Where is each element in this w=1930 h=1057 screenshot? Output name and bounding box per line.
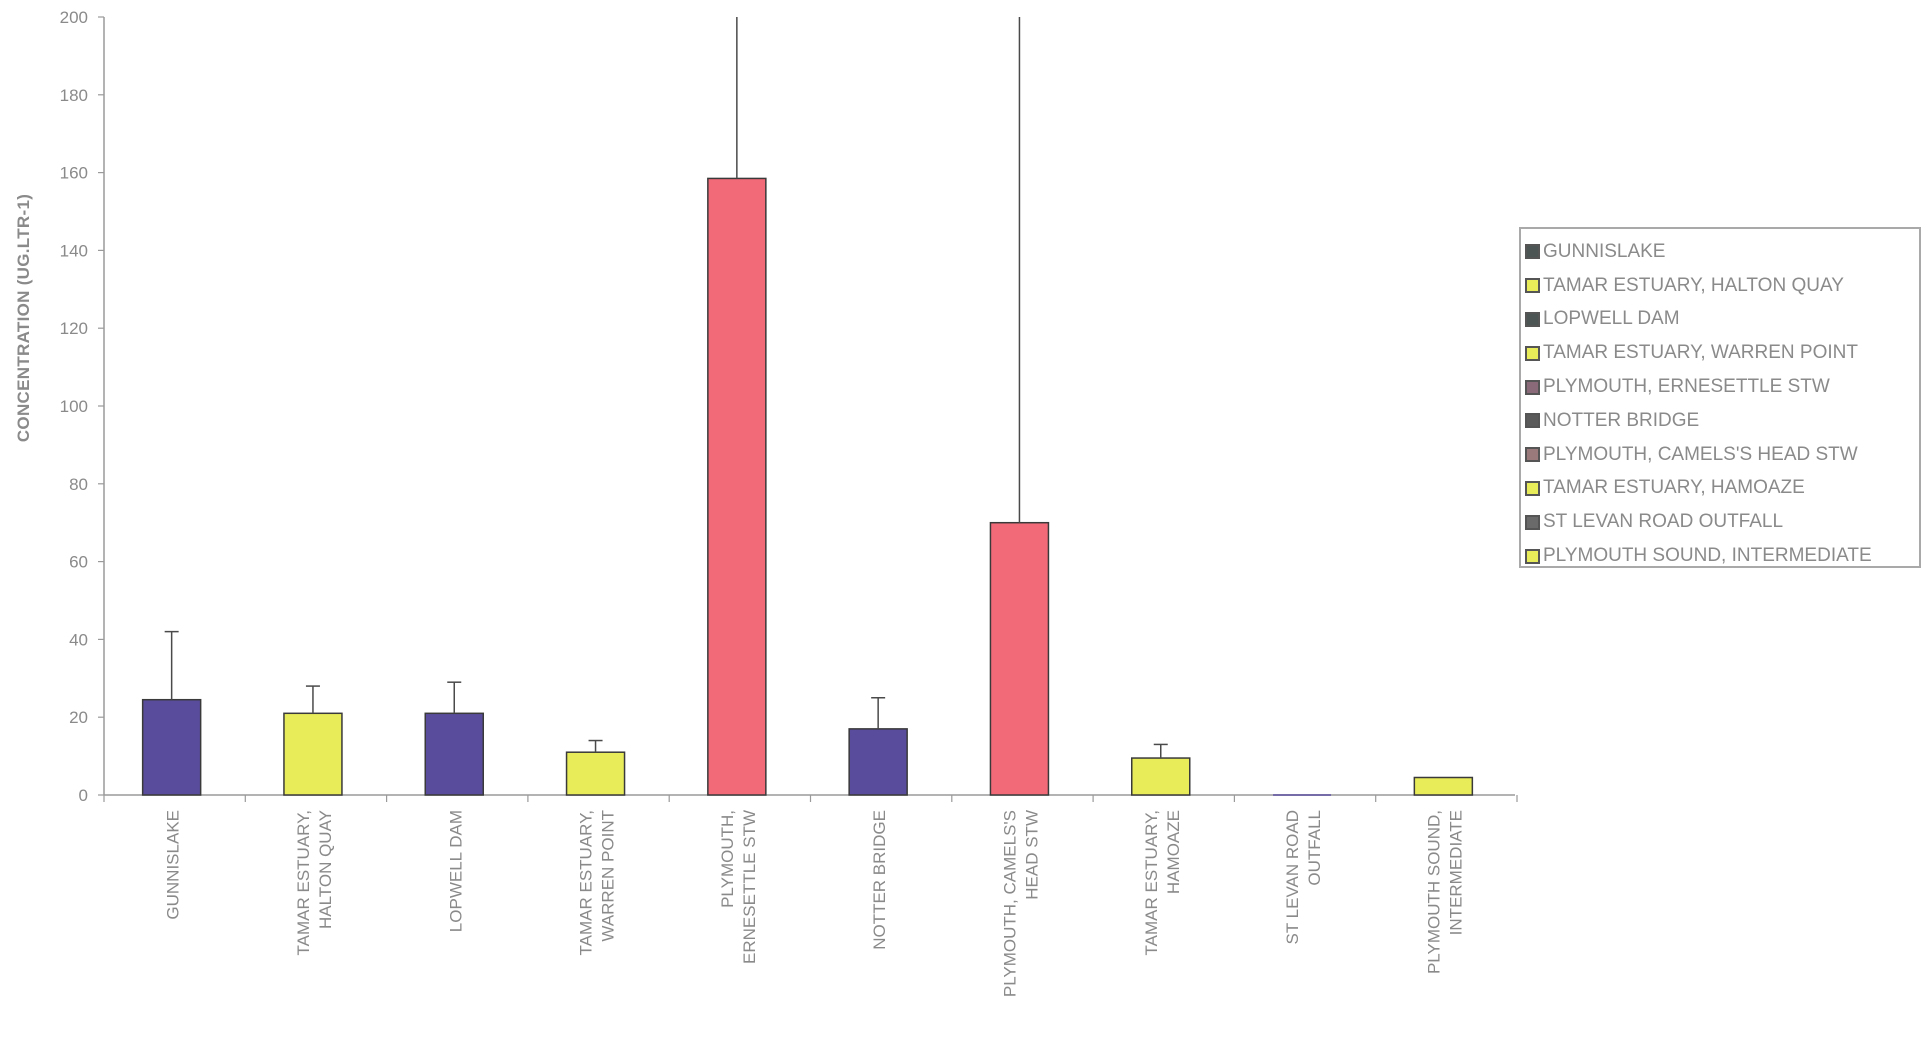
- x-tick-label: GUNNISLAKE: [164, 810, 183, 920]
- y-tick-label: 180: [60, 86, 88, 105]
- bar: [707, 177, 767, 796]
- legend-item: TAMAR ESTUARY, HAMOAZE: [1521, 472, 1919, 506]
- x-tick-label: PLYMOUTH SOUND,: [1424, 810, 1443, 974]
- legend-label: TAMAR ESTUARY, WARREN POINT: [1543, 342, 1858, 364]
- x-tick-label: ST LEVAN ROAD: [1283, 810, 1302, 944]
- legend-label: PLYMOUTH, ERNESETTLE STW: [1543, 376, 1830, 398]
- x-tick-label: TAMAR ESTUARY,: [294, 810, 313, 955]
- bar: [848, 728, 908, 796]
- y-tick-label: 140: [60, 241, 88, 260]
- x-tick-label: INTERMEDIATE: [1446, 810, 1465, 935]
- legend-swatch: [1525, 379, 1540, 395]
- legend-item: PLYMOUTH SOUND, INTERMEDIATE: [1521, 539, 1919, 573]
- x-tick-label: PLYMOUTH, CAMELS'S: [1000, 810, 1019, 997]
- x-tick-label: HALTON QUAY: [316, 810, 335, 929]
- legend-label: GUNNISLAKE: [1543, 240, 1666, 262]
- x-tick-label: TAMAR ESTUARY,: [1142, 810, 1161, 955]
- legend-item: LOPWELL DAM: [1521, 303, 1919, 337]
- x-tick-label: HAMOAZE: [1164, 810, 1183, 894]
- legend-item: TAMAR ESTUARY, WARREN POINT: [1521, 336, 1919, 370]
- legend-swatch: [1525, 244, 1540, 260]
- chart-legend: GUNNISLAKE TAMAR ESTUARY, HALTON QUAY LOPW…: [1519, 227, 1921, 568]
- y-tick-label: 80: [69, 475, 88, 494]
- legend-swatch: [1525, 345, 1540, 361]
- legend-label: TAMAR ESTUARY, HALTON QUAY: [1543, 274, 1844, 296]
- legend-label: PLYMOUTH SOUND, INTERMEDIATE: [1543, 545, 1872, 567]
- y-tick-label: 120: [60, 319, 88, 338]
- bar: [565, 751, 626, 796]
- y-axis-label: CONCENTRATION (UG.LTR-1): [14, 194, 33, 442]
- x-tick-label: ERNESETTLE STW: [740, 810, 759, 964]
- legend-item: PLYMOUTH, ERNESETTLE STW: [1521, 370, 1919, 404]
- bar: [424, 712, 484, 796]
- x-tick-label: OUTFALL: [1305, 810, 1324, 886]
- legend-swatch: [1525, 311, 1540, 327]
- y-tick-label: 160: [60, 164, 88, 183]
- y-tick-label: 60: [69, 553, 88, 572]
- y-tick-label: 0: [79, 786, 88, 805]
- legend-swatch: [1525, 548, 1540, 564]
- bar: [1413, 776, 1474, 796]
- bar: [989, 521, 1050, 796]
- x-tick-label: NOTTER BRIDGE: [870, 810, 889, 950]
- x-tick-label: LOPWELL DAM: [446, 810, 465, 932]
- legend-label: NOTTER BRIDGE: [1543, 409, 1700, 431]
- bar: [141, 698, 202, 796]
- x-tick-label: WARREN POINT: [599, 810, 618, 942]
- bar: [283, 712, 343, 796]
- legend-item: TAMAR ESTUARY, HALTON QUAY: [1521, 269, 1919, 303]
- legend-item: ST LEVAN ROAD OUTFALL: [1521, 505, 1919, 539]
- x-tick-label: TAMAR ESTUARY,: [577, 810, 596, 955]
- legend-label: ST LEVAN ROAD OUTFALL: [1543, 511, 1784, 533]
- legend-item: PLYMOUTH, CAMELS'S HEAD STW: [1521, 438, 1919, 472]
- x-tick-label: HEAD STW: [1022, 810, 1041, 900]
- legend-label: PLYMOUTH, CAMELS'S HEAD STW: [1543, 443, 1858, 465]
- legend-item: NOTTER BRIDGE: [1521, 404, 1919, 438]
- legend-swatch: [1525, 447, 1540, 463]
- x-tick-label: PLYMOUTH,: [718, 810, 737, 908]
- bar: [1131, 757, 1191, 796]
- legend-swatch: [1525, 480, 1540, 496]
- legend-label: TAMAR ESTUARY, HAMOAZE: [1543, 477, 1805, 499]
- legend-swatch: [1525, 413, 1540, 429]
- legend-item: GUNNISLAKE: [1521, 235, 1919, 269]
- y-tick-label: 100: [60, 397, 88, 416]
- y-tick-label: 40: [69, 630, 88, 649]
- y-tick-label: 20: [69, 708, 88, 727]
- legend-swatch: [1525, 514, 1540, 530]
- legend-label: LOPWELL DAM: [1543, 308, 1680, 330]
- legend-swatch: [1525, 278, 1540, 294]
- y-tick-label: 200: [60, 8, 88, 27]
